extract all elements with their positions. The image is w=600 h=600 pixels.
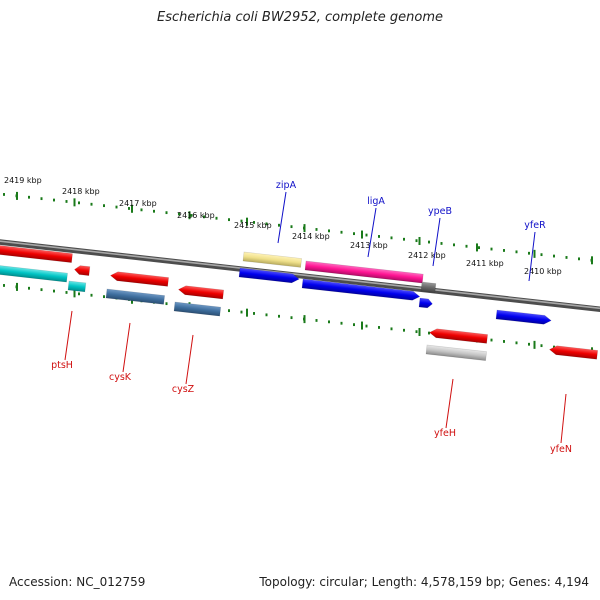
scale-ruler-upper [3, 191, 593, 265]
gene-label-yfeN[interactable]: yfeN [550, 444, 572, 455]
gene-yfeR[interactable] [495, 309, 552, 325]
scale-label: 2419 kbp [4, 176, 42, 185]
scale-label: 2418 kbp [62, 187, 100, 196]
gene-label-ptsH[interactable]: ptsH [51, 360, 73, 371]
gene-leader-line [122, 322, 131, 373]
gene-track [0, 244, 599, 361]
gene-leader-line [367, 207, 377, 258]
gene-cyan-2[interactable] [67, 280, 87, 293]
scale-label: 2417 kbp [119, 199, 157, 208]
scale-label: 2415 kbp [234, 221, 272, 230]
gene-leader-line [528, 231, 536, 282]
gene-cyan-1[interactable] [0, 264, 68, 283]
gene-label-cysZ[interactable]: cysZ [172, 384, 195, 395]
genome-summary-text: Topology: circular; Length: 4,578,159 bp… [259, 575, 589, 589]
gene-yfeH-gray[interactable] [425, 344, 487, 361]
gene-label-cysK[interactable]: cysK [109, 372, 132, 383]
gene-leader-line [64, 310, 73, 361]
genome-backbone [0, 239, 600, 313]
gene-leader-line [185, 334, 194, 385]
gene-labels: zipA ligA ypeB yfeR ptsH cysK cysZ yfeH yfeN [51, 180, 572, 455]
gene-yfeN[interactable] [548, 345, 599, 360]
gene-label-yfeR[interactable]: yfeR [524, 220, 546, 231]
gene-blue-1[interactable] [238, 267, 300, 284]
gene-yfeH-red[interactable] [428, 328, 488, 344]
gene-cysZ[interactable] [173, 301, 222, 317]
scale-label: 2412 kbp [408, 251, 446, 260]
map-title: Escherichia coli BW2952, complete genome [157, 10, 443, 25]
gene-zipA[interactable] [242, 251, 302, 268]
gene-ypeB[interactable] [418, 297, 433, 309]
gene-leader-line [560, 393, 567, 444]
scale-label: 2411 kbp [466, 259, 504, 268]
scale-label: 2413 kbp [350, 241, 388, 250]
gene-label-zipA[interactable]: zipA [276, 180, 297, 191]
gene-label-ligA[interactable]: ligA [367, 196, 385, 207]
gene-cysK[interactable] [105, 288, 165, 305]
scale-label: 2414 kbp [292, 232, 330, 241]
gene-red-fwd-1[interactable] [0, 244, 73, 263]
scale-label: 2410 kbp [524, 267, 562, 276]
gene-red-fwd-2[interactable] [74, 265, 91, 276]
gene-label-yfeH[interactable]: yfeH [434, 428, 456, 439]
gene-leader-line [432, 217, 441, 267]
gene-dark[interactable] [420, 281, 437, 293]
gene-leader-line [445, 378, 454, 429]
gene-red-fwd-3[interactable] [177, 285, 225, 300]
gene-label-ypeB[interactable]: ypeB [428, 206, 452, 217]
gene-cyank-fwd[interactable] [109, 271, 169, 287]
gene-leader-line [277, 191, 287, 244]
scale-label: 2416 kbp [177, 211, 215, 220]
accession-text: Accession: NC_012759 [9, 575, 146, 589]
gene-blue-2[interactable] [301, 278, 421, 301]
